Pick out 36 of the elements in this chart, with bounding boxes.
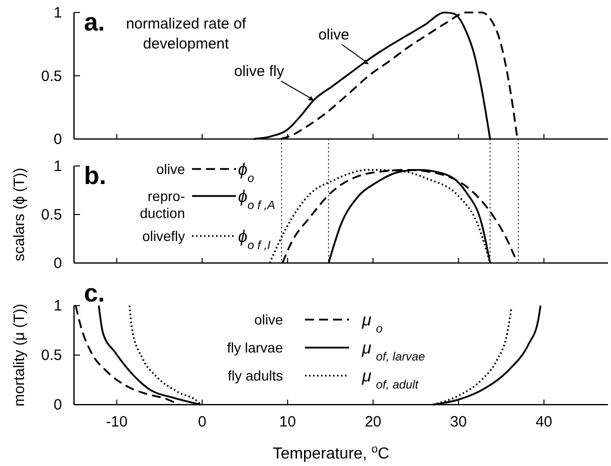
x-tick-label: 40 [536,414,552,431]
legend-label: ϕ$_{o f ,A}$ [238,187,276,212]
legend-label: μ $_{o}$ [361,310,384,336]
y-tick-label: 0 [54,396,62,414]
annotation: olive fly [234,63,285,80]
y-tick-label: 0.5 [41,206,62,224]
x-tick-label: 30 [450,414,467,431]
annotation: a. [84,8,105,36]
y-tick-label: 0 [54,131,62,148]
x-axis-title: Temperature, $^{o}$C [272,444,390,463]
x-tick-label: 0 [198,414,206,431]
x-tick-label: -10 [106,414,128,431]
y-tick-label: 0.5 [41,347,62,364]
y-tick-label: 0.5 [41,68,62,85]
y-tick-label: 1 [54,158,62,175]
annotation: c. [84,280,105,308]
annotation: repro- duction [140,188,186,221]
y-tick-label: 1 [54,298,62,315]
y-axis-title: scalars (ϕ (T)) [11,168,28,262]
legend-label: ϕ$_{o f ,I}$ [238,227,272,252]
legend-label: μ $_{of, adult}$ [361,366,420,392]
x-tick-label: 20 [364,414,382,431]
annotation: fly larvae [226,340,284,356]
annotation: normalized rate of development [126,16,247,52]
annotation: olive [156,161,186,177]
y-axis-title: mortality (μ (T)) [11,304,28,406]
x-tick-label: 10 [279,414,296,431]
annotation: olivefly [142,228,185,244]
annotation: olive [254,312,284,328]
y-tick-label: 0 [54,255,62,272]
legend-label: μ $_{of, larvae}$ [361,338,426,364]
y-tick-label: 1 [54,4,62,22]
annotation: olive [318,26,350,44]
annotation: fly adults [228,368,283,384]
annotation: b. [84,162,106,190]
legend-label: ϕ$_{o}$ [238,160,254,185]
